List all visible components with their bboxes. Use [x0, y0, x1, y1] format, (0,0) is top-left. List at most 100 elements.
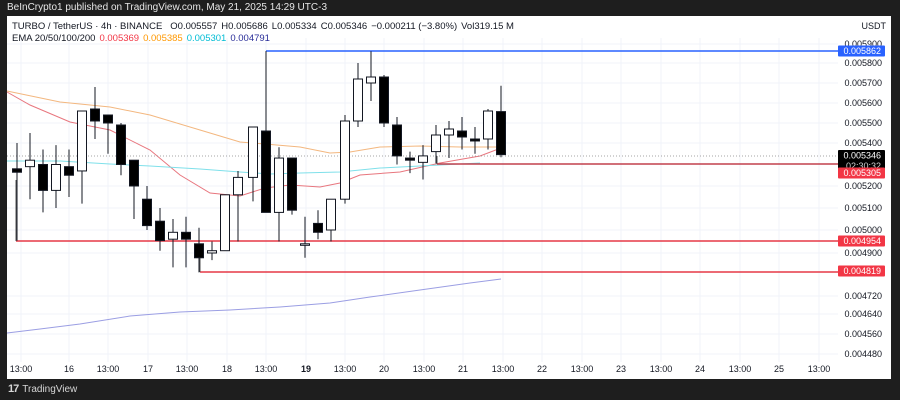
- candle-bearish: [90, 108, 100, 122]
- candle-bullish: [418, 155, 428, 163]
- publisher-text: BeInCrypto1 published on TradingView.com…: [7, 2, 327, 13]
- ema-100-value: 0.005301: [186, 33, 227, 44]
- candle-bearish: [155, 220, 165, 242]
- candle-bullish: [168, 231, 178, 240]
- close-value: C0.005346: [320, 21, 368, 32]
- time-tick: 13:00: [492, 364, 515, 374]
- price-tick: 0.005700: [844, 78, 882, 88]
- candle-bullish: [274, 157, 284, 213]
- time-tick: 13:00: [571, 364, 594, 374]
- time-tick: 18: [222, 364, 232, 374]
- candle-bearish: [496, 111, 506, 156]
- candle-bearish: [116, 124, 126, 165]
- time-tick: 13:00: [10, 364, 33, 374]
- time-tick: 19: [301, 364, 311, 374]
- price-tick: 0.005900: [844, 39, 882, 49]
- price-tick: 0.005400: [844, 138, 882, 148]
- candle-bullish: [220, 194, 230, 252]
- tradingview-logo-icon: 17: [8, 383, 19, 395]
- price-tick: 0.005600: [844, 98, 882, 108]
- volume-value: Vol319.15 M: [461, 21, 514, 32]
- ema-50-value: 0.005385: [143, 33, 183, 44]
- chart-frame: [7, 16, 891, 379]
- candle-bearish: [181, 231, 191, 240]
- candle-bullish: [248, 126, 258, 178]
- time-tick: 13:00: [413, 364, 436, 374]
- low-value: L0.005334: [271, 21, 317, 32]
- price-tick: 0.004900: [844, 248, 882, 258]
- time-tick: 13:00: [176, 364, 199, 374]
- candle-bearish: [64, 166, 74, 176]
- price-tick: 0.004480: [844, 349, 882, 359]
- candle-bullish: [340, 120, 350, 200]
- change-value: −0.000211 (−3.80%): [371, 21, 458, 32]
- price-label-tag: [838, 150, 885, 172]
- high-value: H0.005686: [221, 21, 268, 32]
- price-tick: 0.005100: [844, 203, 882, 213]
- price-tick: 0.004560: [844, 329, 882, 339]
- footer-brand: 17 TradingView: [8, 382, 77, 396]
- candle-bullish: [431, 134, 441, 153]
- time-tick: 23: [616, 364, 626, 374]
- price-tick: 0.005200: [844, 181, 882, 191]
- candle-bullish: [207, 250, 217, 254]
- time-tick: 13:00: [808, 364, 831, 374]
- price-axis: [838, 38, 891, 362]
- price-label-text: 0.004954: [843, 236, 881, 246]
- candle-bearish: [12, 168, 22, 173]
- publisher-bar: BeInCrypto1 published on TradingView.com…: [0, 0, 900, 16]
- tradingview-brand-text: TradingView: [22, 383, 78, 395]
- ema-20-value: 0.005369: [99, 33, 140, 44]
- chart-legend: TURBO / TetherUS · 4h · BINANCE O0.00555…: [12, 21, 514, 45]
- candle-bullish: [483, 110, 493, 140]
- price-label-text: 0.005862: [843, 46, 881, 56]
- symbol-label[interactable]: TURBO / TetherUS · 4h · BINANCE: [12, 21, 163, 32]
- candle-bearish: [379, 76, 389, 124]
- price-label-tag: [838, 45, 885, 57]
- time-tick: 20: [379, 364, 389, 374]
- candle-bullish: [353, 78, 363, 122]
- price-label-text: 0.005346: [843, 151, 881, 161]
- ema-200-value: 0.004791: [230, 33, 270, 44]
- time-tick: 24: [695, 364, 705, 374]
- candle-bearish: [457, 130, 467, 138]
- time-tick: 17: [143, 364, 153, 374]
- candle-bearish: [392, 124, 402, 157]
- candle-bearish: [287, 157, 297, 211]
- candle-bullish: [77, 110, 87, 172]
- candle-bullish: [300, 243, 310, 246]
- candle-bearish: [142, 198, 152, 227]
- candle-bullish: [326, 198, 336, 231]
- candle-bullish: [366, 76, 376, 84]
- countdown-text: 02:30:32: [846, 161, 881, 171]
- price-tick: 0.004640: [844, 309, 882, 319]
- price-label-tag: [838, 265, 885, 277]
- candle-bearish: [405, 157, 415, 161]
- time-tick: 13:00: [729, 364, 752, 374]
- candle-bearish: [470, 138, 480, 142]
- price-label-tag: [838, 167, 885, 179]
- candle-bullish: [25, 159, 35, 168]
- price-label-tag: [838, 235, 885, 247]
- time-tick: 13:00: [255, 364, 278, 374]
- candle-bearish: [313, 222, 323, 233]
- open-value: O0.005557: [170, 21, 218, 32]
- ema-line: [6, 278, 502, 334]
- currency-label[interactable]: USDT: [861, 21, 887, 31]
- price-label-text: 0.005305: [843, 168, 881, 178]
- time-tick: 13:00: [334, 364, 357, 374]
- price-tick: 0.004720: [844, 291, 882, 301]
- time-tick: 25: [774, 364, 784, 374]
- candle-bearish: [38, 164, 48, 191]
- candle-bullish: [444, 128, 454, 136]
- time-tick: 13:00: [650, 364, 673, 374]
- price-tick: 0.005000: [844, 225, 882, 235]
- candle-bearish: [194, 243, 204, 259]
- candle-bearish: [129, 159, 139, 187]
- price-tick: 0.005800: [844, 58, 882, 68]
- price-label-text: 0.004819: [843, 266, 881, 276]
- ema-label[interactable]: EMA 20/50/100/200: [12, 33, 96, 44]
- candle-bearish: [103, 114, 113, 124]
- time-tick: 13:00: [97, 364, 120, 374]
